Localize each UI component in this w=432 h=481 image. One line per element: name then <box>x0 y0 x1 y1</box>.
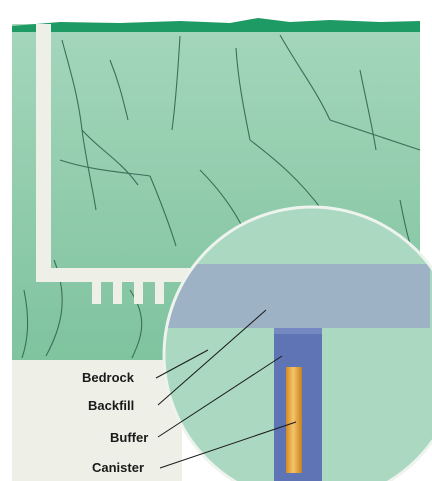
backfill-region <box>164 264 430 328</box>
deposition-hole <box>134 282 143 304</box>
access-shaft <box>36 24 51 282</box>
magnifier-rim <box>162 205 432 481</box>
bedrock-leader <box>155 349 209 379</box>
backfill-label: Backfill <box>88 398 134 413</box>
canister-label: Canister <box>92 460 144 475</box>
tunnel-system <box>36 24 216 304</box>
canister <box>286 367 302 473</box>
leader-lines <box>155 309 297 469</box>
canister-leader <box>159 421 297 469</box>
deposition-hole <box>155 282 164 304</box>
main-tunnel <box>36 268 216 282</box>
buffer-label: Buffer <box>110 430 148 445</box>
buffer-leader <box>157 355 283 438</box>
bedrock-cracks <box>21 34 421 359</box>
backfill-leader <box>157 309 267 406</box>
bedrock-label: Bedrock <box>82 370 135 385</box>
caption-panel <box>12 360 182 481</box>
deposition-hole <box>113 282 122 304</box>
deposition-hole <box>92 282 101 304</box>
ground-surface <box>12 18 420 32</box>
magnified-detail <box>162 205 432 481</box>
buffer-top-cap <box>274 328 322 334</box>
